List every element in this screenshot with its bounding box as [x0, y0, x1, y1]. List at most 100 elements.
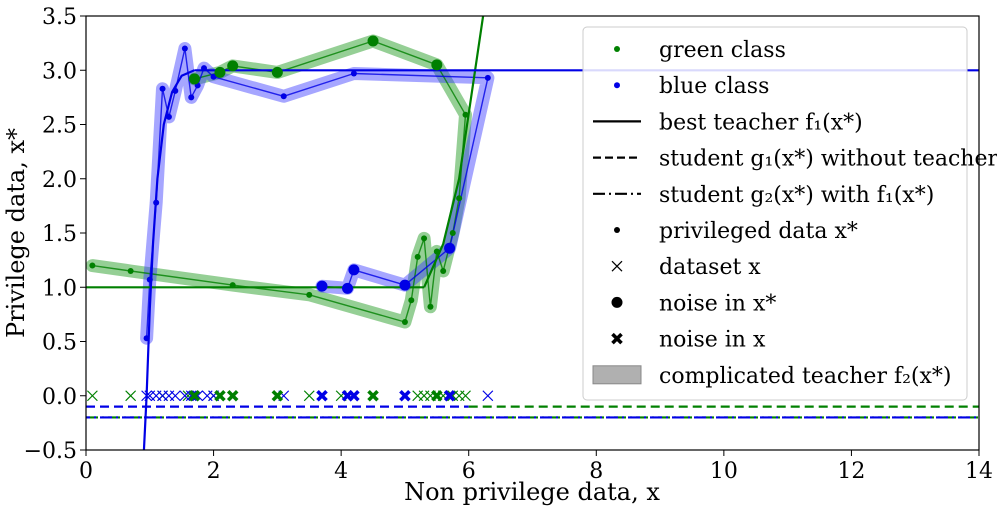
legend-marker-blue-dot: [614, 82, 620, 89]
legend-marker-bold-x: [611, 332, 623, 345]
blue-privileged-point: [153, 199, 160, 206]
blue-privileged-point: [201, 65, 208, 72]
blue-privileged-point: [159, 85, 166, 92]
y-tick-label: 1.5: [42, 222, 77, 247]
blue-noise-x-stroke-b: [348, 389, 360, 402]
green-privileged-point: [421, 235, 428, 242]
x-tick-label: 6: [462, 459, 476, 484]
green-noise-x: [226, 389, 239, 402]
green-dataset-x: [125, 390, 137, 402]
legend: green class blue class best teacher f₁(x*)…: [582, 26, 997, 401]
blue-dataset-x: [169, 390, 181, 402]
green-privileged-point: [401, 318, 408, 325]
legend-label: complicated teacher f₂(x*): [659, 364, 952, 389]
blue-privileged-point: [188, 94, 195, 101]
blue-noise-x: [399, 389, 411, 402]
legend-label: privileged data x*: [659, 219, 858, 244]
legend-label: student g₁(x*) without teacher: [659, 147, 997, 172]
blue-noise-xstar-point: [399, 279, 411, 291]
green-noise-xstar-point: [367, 35, 379, 47]
blue-dataset-x: [482, 390, 494, 402]
legend-label: noise in x: [659, 328, 766, 353]
green-noise-x: [271, 389, 284, 402]
x-tick-label: 14: [965, 459, 993, 484]
blue-privileged-point: [172, 87, 179, 94]
legend-box: [582, 26, 968, 401]
y-axis-label: Privilege data, x*: [2, 128, 30, 338]
blue-noise-xstar-point: [444, 242, 456, 254]
green-noise-x-stroke-b: [271, 389, 284, 402]
blue-best-teacher-curve: [142, 69, 195, 450]
blue-privileged-point: [210, 73, 217, 80]
green-noise-xstar-point: [214, 66, 226, 78]
green-privileged-point: [306, 291, 313, 298]
blue-privileged-point: [484, 74, 491, 81]
green-dataset-x-stroke-b: [86, 390, 98, 402]
y-tick-label: 0.5: [42, 331, 77, 356]
x-tick-label: 0: [79, 459, 93, 484]
green-dataset-x: [86, 390, 98, 402]
blue-dataset-x-stroke-b: [141, 390, 153, 402]
axes: 0 2 4 6 8 10 12 14 −0.5 0.0 0.5 1.0 1.5 2.0 2.5 3.0 3.5: [24, 5, 993, 484]
blue-noise-x: [443, 389, 456, 402]
y-tick-label: 2.5: [42, 114, 77, 139]
legend-label: student g₂(x*) with f₁(x*): [659, 183, 934, 208]
legend-marker-small-dot: [614, 227, 620, 233]
legend-marker-big-dot: [611, 296, 623, 308]
blue-privileged-point: [165, 113, 172, 120]
green-privileged-point: [456, 195, 463, 202]
green-privileged-point: [408, 297, 415, 304]
green-privileged-point: [127, 267, 134, 274]
green-noise-x-stroke-b: [367, 389, 379, 402]
green-noise-xstar-point: [188, 73, 200, 85]
blue-dataset-x: [141, 390, 153, 402]
blue-privileged-point: [146, 276, 153, 283]
green-dataset-x: [303, 390, 315, 402]
legend-label: best teacher f₁(x*): [659, 110, 863, 135]
green-noise-x-stroke-b: [188, 389, 201, 402]
green-dataset-x-stroke-b: [125, 390, 137, 402]
legend-bold-x-b: [611, 332, 623, 345]
green-noise-xstar-point: [227, 60, 239, 72]
x-tick-label: 2: [207, 459, 221, 484]
green-noise-x: [431, 389, 443, 402]
blue-noise-xstar-point: [342, 282, 354, 294]
legend-label: green class: [659, 38, 786, 63]
blue-noise-xstar-point: [348, 264, 360, 276]
x-tick-label: 4: [334, 459, 348, 484]
green-noise-x-stroke-b: [431, 389, 443, 402]
x-axis-label: Non privilege data, x: [404, 478, 660, 506]
green-best-teacher-curve: [423, 16, 485, 288]
green-privileged-point: [89, 262, 96, 269]
legend-marker-green-dot: [614, 46, 620, 52]
blue-privileged-point: [143, 335, 150, 342]
y-tick-label: 2.0: [42, 168, 77, 193]
blue-dataset-x-stroke-b: [482, 390, 494, 402]
blue-noise-x-stroke-b: [316, 389, 328, 402]
green-privileged-path: [92, 40, 467, 323]
green-noise-xstar-point: [431, 59, 443, 71]
green-noise-x: [214, 389, 226, 402]
blue-dataset-x-stroke-b: [192, 390, 204, 402]
blue-privileged-point: [181, 45, 188, 52]
green-noise-x: [188, 389, 201, 402]
green-privileged-point: [433, 248, 440, 255]
green-dataset-x-stroke-b: [460, 390, 471, 402]
green-noise-x-stroke-b: [214, 389, 226, 402]
green-privileged-point: [462, 111, 469, 118]
legend-label: dataset x: [659, 255, 761, 280]
blue-noise-x: [348, 389, 360, 402]
blue-noise-x-stroke-b: [443, 389, 456, 402]
green-noise-x-stroke-b: [226, 389, 239, 402]
y-tick-label: 3.5: [42, 5, 77, 30]
y-tick-label: 1.0: [42, 276, 77, 301]
green-dataset-x-stroke-b: [303, 390, 315, 402]
green-dataset-x: [460, 390, 471, 402]
blue-dataset-x: [192, 390, 204, 402]
green-noise-xstar-point: [271, 66, 283, 78]
blue-noise-x-stroke-b: [399, 389, 411, 402]
y-tick-label: 0.0: [42, 385, 77, 410]
x-tick-label: 10: [710, 459, 738, 484]
blue-noise-xstar-point: [316, 280, 328, 292]
